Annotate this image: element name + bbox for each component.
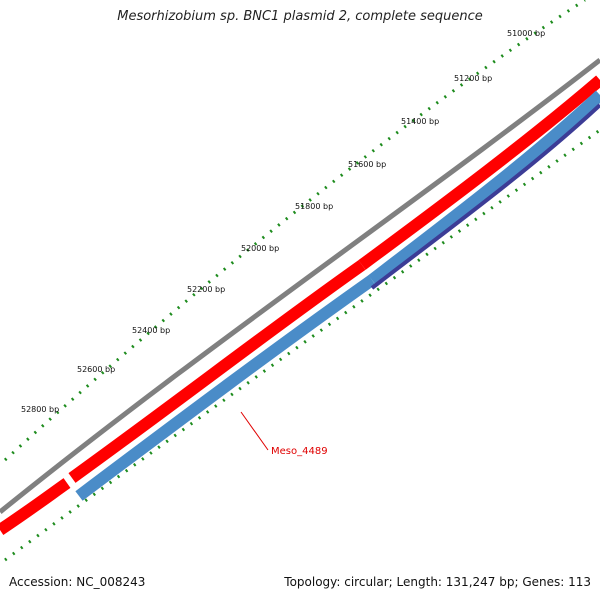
gene-callout-line xyxy=(240,411,269,451)
scale-label-52400: 52400 bp xyxy=(132,326,170,335)
scale-label-52000: 52000 bp xyxy=(241,244,279,253)
scale-label-52800: 52800 bp xyxy=(21,405,59,414)
map-title: Mesorhizobium sp. BNC1 plasmid 2, comple… xyxy=(117,9,483,24)
outer-tick-ring xyxy=(3,0,586,462)
accession-text: Accession: NC_008243 xyxy=(9,575,146,589)
reverse-gene-1 xyxy=(75,275,376,501)
scale-label-52200: 52200 bp xyxy=(187,285,225,294)
reverse-gene-dark-band xyxy=(370,103,600,290)
scale-label-51200: 51200 bp xyxy=(454,74,492,83)
forward-gene-2 xyxy=(68,260,366,483)
scale-label-51000: 51000 bp xyxy=(507,29,545,38)
scale-label-52600: 52600 bp xyxy=(77,365,115,374)
gene-label-meso-4489: Meso_4489 xyxy=(271,446,328,457)
scale-label-51400: 51400 bp xyxy=(401,117,439,126)
scale-label-51600: 51600 bp xyxy=(348,160,386,169)
forward-gene-1 xyxy=(0,478,71,535)
scale-label-51800: 51800 bp xyxy=(295,202,333,211)
summary-text: Topology: circular; Length: 131,247 bp; … xyxy=(284,575,591,589)
plasmid-backbone xyxy=(0,58,600,514)
forward-gene-3 xyxy=(358,75,600,270)
reverse-gene-2 xyxy=(368,90,600,285)
inner-tick-ring xyxy=(4,128,600,562)
